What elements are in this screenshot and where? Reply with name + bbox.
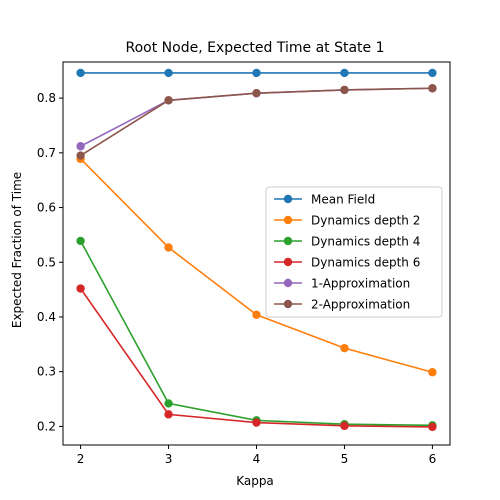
legend-swatch-marker — [283, 236, 293, 246]
data-point — [164, 68, 173, 78]
data-point — [340, 343, 349, 353]
data-point — [164, 96, 173, 105]
x-tick-label: 5 — [341, 452, 349, 466]
legend-swatch-marker — [283, 257, 293, 267]
data-point — [252, 68, 261, 78]
data-point — [164, 399, 173, 408]
legend-swatch-marker — [283, 299, 293, 309]
legend-label: Dynamics depth 4 — [311, 235, 420, 249]
data-point — [76, 284, 85, 293]
legend-swatch-marker — [283, 278, 293, 288]
data-point — [428, 368, 437, 377]
legend-box — [265, 186, 443, 318]
x-tick-label: 4 — [253, 452, 261, 466]
legend-label: 2-Approximation — [311, 298, 410, 312]
y-tick-label: 0.4 — [37, 310, 56, 324]
data-point — [340, 68, 349, 78]
y-tick-label: 0.8 — [37, 91, 56, 105]
legend-label: Dynamics depth 6 — [311, 256, 420, 270]
data-point — [76, 142, 85, 151]
x-tick-label: 6 — [429, 452, 437, 466]
data-point — [76, 151, 85, 160]
data-point — [428, 68, 437, 78]
data-point — [164, 243, 173, 252]
series-line — [80, 87, 433, 157]
data-point — [340, 85, 349, 95]
legend-label: Mean Field — [311, 193, 375, 207]
legend-label: 1-Approximation — [311, 277, 410, 291]
y-tick-label: 0.5 — [37, 255, 56, 269]
y-tick-label: 0.2 — [37, 419, 56, 433]
y-tick-label: 0.6 — [37, 201, 56, 215]
chart-title: Root Node, Expected Time at State 1 — [125, 40, 384, 56]
plot-area: 2 3 4 5 6 0.2 0.3 0.4 0.5 0.6 0.7 0.8 Mean Field Dyna… — [37, 61, 451, 466]
data-point — [76, 68, 85, 78]
data-point — [340, 421, 349, 431]
data-point — [252, 88, 261, 98]
legend-label: Dynamics depth 2 — [311, 214, 420, 228]
data-point — [252, 418, 261, 427]
data-point — [428, 84, 437, 93]
y-axis-title: Expected Fraction of Time — [10, 172, 24, 328]
y-tick-label: 0.3 — [37, 365, 56, 379]
x-tick-label: 2 — [77, 452, 85, 466]
x-axis-title: Kappa — [236, 474, 274, 488]
x-tick-label: 3 — [165, 452, 173, 466]
data-point — [252, 310, 261, 319]
y-tick-label: 0.7 — [37, 146, 56, 160]
legend-swatch-marker — [283, 194, 293, 204]
data-point — [76, 236, 85, 246]
legend-swatch-marker — [283, 215, 293, 225]
data-point — [164, 410, 173, 419]
data-point — [428, 422, 437, 432]
